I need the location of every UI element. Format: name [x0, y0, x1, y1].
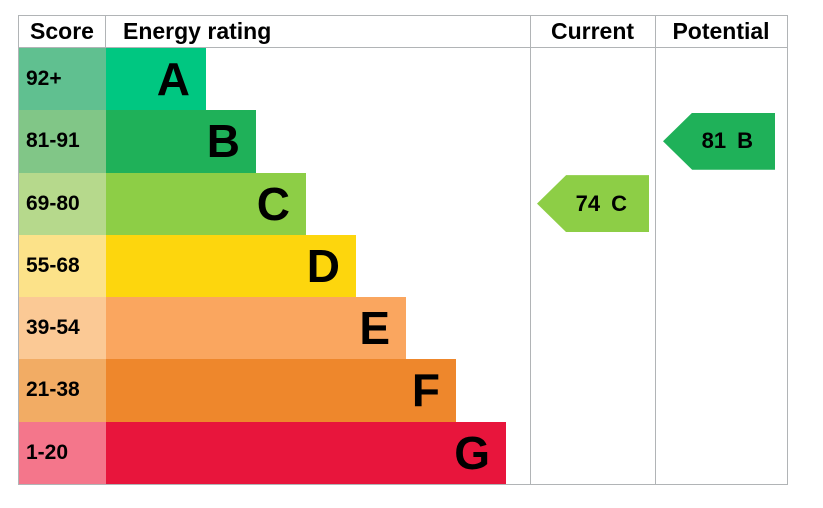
- band-score-range: 81-91: [19, 110, 106, 173]
- current-score-value: 74: [575, 190, 601, 216]
- band-bar-e: E: [106, 297, 406, 360]
- band-bar-f: F: [106, 359, 456, 422]
- band-bar-a: A: [106, 48, 206, 111]
- band-rows-area: 92+ A 81-91 B 69-80 C 55-68 D 39-54 E 21-38 F 1-20 G …: [19, 16, 787, 484]
- band-row-d: 55-68 D: [19, 234, 787, 298]
- potential-column-header: Potential: [672, 18, 770, 44]
- band-row-f: 21-38 F: [19, 359, 787, 422]
- band-grade-letter: C: [256, 177, 290, 230]
- band-score-range: 92+: [19, 48, 106, 111]
- score-column-header: Score: [19, 16, 106, 47]
- band-score-range: 39-54: [19, 297, 106, 360]
- band-grade-letter: D: [306, 239, 340, 292]
- band-score-range: 1-20: [19, 421, 106, 484]
- band-bar-d: D: [106, 234, 356, 298]
- header-row: Score Energy rating Current Potential: [19, 16, 787, 48]
- rating-table: Score Energy rating Current Potential 92…: [18, 15, 788, 485]
- band-grade-letter: G: [454, 426, 490, 479]
- current-column-divider: [530, 16, 531, 484]
- potential-rating-marker: 81 B: [663, 112, 775, 170]
- band-bar-g: G: [106, 421, 506, 484]
- band-row-e: 39-54 E: [19, 297, 787, 360]
- band-score-range: 55-68: [19, 234, 106, 298]
- band-row-c: 69-80 C: [19, 172, 787, 235]
- band-row-a: 92+ A: [19, 48, 787, 111]
- band-bar-b: B: [106, 110, 256, 173]
- band-grade-letter: F: [411, 364, 440, 417]
- band-grade-letter: E: [359, 302, 390, 355]
- band-row-b: 81-91 B: [19, 110, 787, 173]
- potential-grade-letter: B: [737, 128, 753, 154]
- potential-score-value: 81: [701, 128, 727, 154]
- band-bar-c: C: [106, 172, 306, 235]
- band-grade-letter: B: [206, 115, 240, 168]
- current-grade-letter: C: [611, 190, 627, 216]
- current-column-header: Current: [550, 18, 635, 44]
- potential-column-divider: [655, 16, 656, 484]
- band-row-g: 1-20 G: [19, 421, 787, 484]
- band-score-range: 21-38: [19, 359, 106, 422]
- band-grade-letter: A: [156, 53, 190, 106]
- current-rating-marker: 74 C: [537, 175, 649, 233]
- band-score-range: 69-80: [19, 172, 106, 235]
- energy-rating-column-header: Energy rating: [123, 18, 272, 44]
